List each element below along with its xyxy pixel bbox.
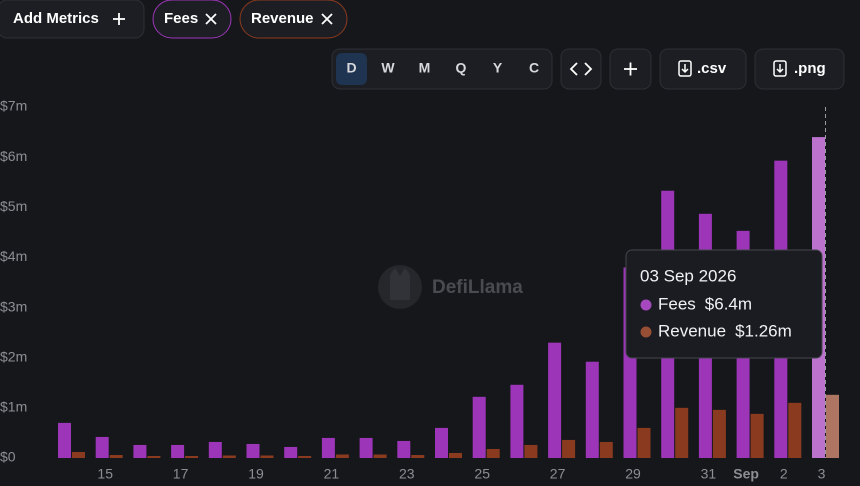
period-option[interactable]: C	[529, 60, 539, 76]
bar	[260, 455, 274, 458]
bar	[208, 441, 222, 458]
bar	[147, 455, 161, 458]
png-button[interactable]: .png	[754, 48, 845, 90]
period-option[interactable]: D	[346, 60, 356, 76]
period-option[interactable]: Y	[493, 60, 503, 76]
bar	[58, 422, 71, 458]
x-tick-label: 23	[399, 466, 415, 482]
bar	[397, 440, 411, 458]
bar	[321, 437, 335, 458]
add-metrics-label: Add Metrics	[13, 10, 99, 27]
chip-label: Revenue	[251, 10, 314, 27]
tooltip-value: $6.4m	[705, 294, 752, 313]
watermark: DefiLlama	[378, 265, 523, 309]
bar	[472, 396, 486, 458]
bar	[524, 444, 538, 458]
bar	[599, 441, 613, 458]
tooltip-name: Fees	[658, 294, 696, 313]
x-tick-label: 3	[818, 466, 826, 482]
bar	[675, 407, 689, 458]
close-icon	[321, 13, 333, 25]
tooltip-dot	[640, 299, 652, 311]
bar	[562, 439, 576, 458]
period-option[interactable]: W	[381, 60, 395, 76]
tooltip-name: Revenue	[658, 321, 726, 340]
bar	[109, 454, 123, 458]
bar	[788, 402, 802, 458]
x-tick-label: 25	[474, 466, 490, 482]
csv-button[interactable]: .csv	[659, 48, 747, 90]
bar	[298, 455, 312, 458]
x-tick-label: 2	[780, 466, 788, 482]
bar	[222, 455, 236, 458]
tooltip-dot	[640, 326, 652, 338]
revenue-chip[interactable]: Revenue	[239, 0, 348, 39]
add-chart-button[interactable]	[609, 48, 652, 90]
tooltip: 03 Sep 2026 Fees $6.4m Revenue $1.26m	[625, 249, 823, 359]
x-tick-label: 19	[248, 466, 264, 482]
add-metrics-button[interactable]: Add Metrics	[0, 0, 145, 39]
bar	[585, 361, 599, 458]
period-option[interactable]: Q	[456, 60, 467, 76]
bar	[284, 446, 298, 458]
bar	[712, 409, 726, 458]
tooltip-value: $1.26m	[735, 321, 792, 340]
bar	[435, 427, 448, 458]
y-tick-label: $5m	[0, 198, 27, 214]
bar	[637, 427, 651, 458]
x-tick-label: 29	[625, 466, 641, 482]
png-label: .png	[794, 60, 826, 77]
y-tick-label: $6m	[0, 148, 27, 164]
embed-button[interactable]	[560, 48, 602, 90]
bar	[171, 444, 185, 458]
bar	[449, 452, 462, 458]
x-tick-label: 27	[550, 466, 566, 482]
x-tick-label: 21	[324, 466, 340, 482]
bar	[548, 342, 562, 458]
bar	[510, 384, 524, 458]
fees-chip[interactable]: Fees	[152, 0, 232, 39]
bar	[826, 394, 839, 458]
chip-label: Fees	[164, 10, 198, 27]
bar	[95, 436, 109, 458]
x-tick-label: 31	[701, 466, 717, 482]
y-tick-label: $2m	[0, 348, 27, 364]
csv-label: .csv	[697, 60, 727, 77]
x-tick-label: 17	[173, 466, 189, 482]
bar	[185, 455, 199, 458]
bar	[246, 443, 260, 458]
bar	[133, 444, 147, 458]
y-tick-label: $7m	[0, 98, 27, 114]
bar	[411, 454, 425, 458]
x-tick-label: 15	[97, 466, 113, 482]
bar	[72, 451, 85, 458]
y-tick-label: $1m	[0, 399, 27, 415]
period-option[interactable]: M	[419, 60, 431, 76]
y-tick-label: $3m	[0, 298, 27, 314]
y-tick-label: $4m	[0, 248, 27, 264]
x-tick-label: Sep	[733, 466, 759, 482]
tooltip-box	[625, 249, 823, 359]
bar	[335, 454, 349, 458]
tooltip-title: 03 Sep 2026	[640, 266, 736, 285]
close-icon	[205, 13, 217, 25]
bar	[373, 454, 387, 458]
bar	[359, 437, 373, 458]
bar	[750, 413, 764, 458]
bar	[486, 448, 500, 458]
y-tick-label: $0	[0, 449, 16, 465]
watermark-text: DefiLlama	[432, 277, 523, 298]
